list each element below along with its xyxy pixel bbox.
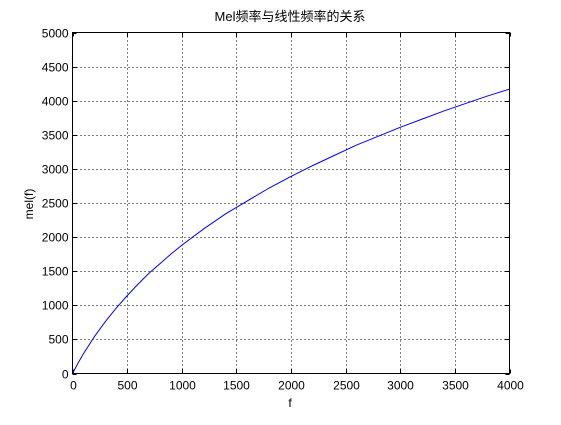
y-tick-label: 3000 [42, 163, 69, 177]
y-tick-label: 4500 [42, 61, 69, 75]
series [72, 88, 510, 374]
x-tick-label: 500 [117, 379, 137, 393]
x-tick-label: 2500 [333, 379, 360, 393]
y-tick-label: 1000 [42, 299, 69, 313]
y-tick-label: 500 [48, 333, 68, 347]
y-tick-label: 0 [62, 368, 69, 382]
y-axis-label: mel(f) [22, 189, 36, 220]
series-line-0 [72, 88, 510, 374]
y-tick-label: 3500 [42, 129, 69, 143]
y-tick-label: 1500 [42, 265, 69, 279]
y-tick-label: 2000 [42, 231, 69, 245]
x-tick-label: 3500 [442, 379, 469, 393]
chart-title: Mel频率与线性频率的关系 [215, 9, 366, 24]
grid [72, 32, 510, 374]
x-tick-label: 4000 [497, 379, 524, 393]
x-tick-label: 2000 [278, 379, 305, 393]
tick-labels: 0 500 1000 1500 2000 2500 3000 3500 4000 0 500 1000… [42, 27, 524, 393]
x-tick-label: 3000 [387, 379, 414, 393]
x-tick-label: 0 [70, 379, 77, 393]
x-tick-label: 1500 [223, 379, 250, 393]
x-tick-label: 1000 [169, 379, 196, 393]
plot-area-frame [72, 32, 510, 374]
y-tick-label: 2500 [42, 197, 69, 211]
x-axis-label: f [288, 396, 292, 410]
y-tick-label: 5000 [42, 27, 69, 41]
y-tick-label: 4000 [42, 95, 69, 109]
